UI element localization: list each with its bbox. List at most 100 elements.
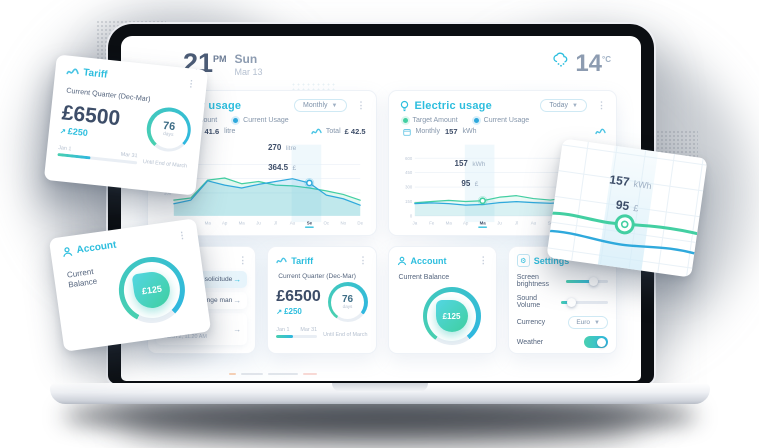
svg-text:150: 150 xyxy=(405,199,413,204)
detail-lines xyxy=(546,211,703,256)
svg-text:Jl: Jl xyxy=(514,221,517,226)
svg-text:200: 200 xyxy=(164,191,172,196)
volume-label: Sound Volume xyxy=(516,295,541,309)
range-end: Mar 31 xyxy=(120,151,138,160)
tariff-icon xyxy=(66,65,80,77)
tariff-icon xyxy=(276,256,287,265)
brightness-slider[interactable] xyxy=(566,276,608,286)
bottom-cards: ⋮ se solicitude → change man → Indu xyxy=(147,246,617,354)
balance-value: £125 xyxy=(442,311,461,321)
current-dot xyxy=(233,118,239,123)
account-card: Account ⋮ Current Balance £125 xyxy=(387,246,497,354)
list-item-label: se solicitude xyxy=(196,276,233,283)
floating-days-ring: 76 days xyxy=(144,105,193,154)
floating-tariff-range: Jan 1 Mar 31 xyxy=(57,145,138,165)
floating-account-title: Account xyxy=(75,239,118,257)
svg-text:450: 450 xyxy=(405,170,413,175)
tariff-amount: £6500 xyxy=(276,287,321,305)
svg-text:No: No xyxy=(340,221,346,226)
water-total: Total £ 42.5 xyxy=(311,127,366,136)
brightness-label: Screen brightness xyxy=(516,274,550,288)
laptop-base xyxy=(50,383,710,404)
temperature-unit: °C xyxy=(602,55,611,64)
volume-slider[interactable] xyxy=(561,297,608,307)
svg-text:600: 600 xyxy=(405,156,413,161)
electric-total xyxy=(595,127,606,136)
floating-tariff-header: Tariff ⋮ xyxy=(66,65,197,92)
chevron-down-icon: ▼ xyxy=(572,102,578,109)
dashboard-header: 21PM Sun Mar 13 14°C xyxy=(147,46,617,90)
tariff-footnote: Until End of March xyxy=(323,332,368,338)
legend-target[interactable]: Target Amount xyxy=(402,117,458,124)
svg-text:Ju: Ju xyxy=(497,221,502,226)
water-usage-chart[interactable]: 200300400JaFeMaApMaJuJlAuSeOcNoDe xyxy=(158,138,366,234)
floating-account-menu-button[interactable]: ⋮ xyxy=(176,229,188,241)
person-icon xyxy=(61,246,73,258)
list-item-label: change man xyxy=(196,297,233,304)
electric-legend: Target Amount Current Usage xyxy=(402,117,607,124)
floating-chart-detail-card: 157 kWh 95 £ xyxy=(546,138,708,278)
currency-row: Currency Euro ▼ xyxy=(517,316,608,329)
chevron-down-icon: ▼ xyxy=(331,102,338,109)
days-unit: days xyxy=(162,130,174,139)
balance-label: Current Balance xyxy=(398,274,450,281)
svg-text:Ma: Ma xyxy=(205,221,212,226)
tariff-footer: Jan 1 Mar 31 Until End of March xyxy=(276,327,368,338)
list-item-timestamp: March 2, 11.20 AM xyxy=(162,334,207,341)
svg-text:Ja: Ja xyxy=(412,221,417,226)
currency-dropdown[interactable]: Euro ▼ xyxy=(568,316,608,329)
person-icon xyxy=(397,256,407,266)
floating-tariff-menu-button[interactable]: ⋮ xyxy=(186,78,197,90)
svg-text:Oc: Oc xyxy=(324,221,330,226)
floating-balance-gauge: £125 xyxy=(114,252,190,328)
tariff-header: Tariff ⋮ xyxy=(276,254,368,267)
list-item[interactable]: change man → xyxy=(156,292,247,309)
days-unit: days xyxy=(342,303,353,309)
legend-current[interactable]: Current Usage xyxy=(233,117,289,124)
floating-tariff-title: Tariff xyxy=(82,67,108,81)
laptop-shadow xyxy=(62,398,698,434)
days-ring: 76 days xyxy=(327,282,368,322)
notifications-menu-button[interactable]: ⋮ xyxy=(238,255,248,265)
brightness-row: Screen brightness xyxy=(517,274,608,288)
electric-panel-header: Electric usage Today ▼ ⋮ xyxy=(399,99,606,112)
tariff-delta: £250 xyxy=(276,307,327,316)
day-date: Sun Mar 13 xyxy=(235,50,263,77)
svg-text:Ma: Ma xyxy=(239,221,246,226)
water-chart-area: 200300400JaFeMaApMaJuJlAuSeOcNoDe 270 li… xyxy=(158,138,366,234)
calendar-icon xyxy=(402,128,411,136)
water-period-dropdown[interactable]: Monthly ▼ xyxy=(294,99,347,112)
weather-toggle-label: Weather xyxy=(516,338,544,346)
electric-period-dropdown[interactable]: Today ▼ xyxy=(540,99,587,112)
floating-account-header: Account ⋮ xyxy=(61,229,188,259)
svg-text:Jl: Jl xyxy=(274,221,277,226)
electric-menu-button[interactable]: ⋮ xyxy=(597,100,606,110)
gear-icon: ⚙ xyxy=(516,254,530,267)
account-menu-button[interactable]: ⋮ xyxy=(478,255,488,265)
legend-current[interactable]: Current Usage xyxy=(473,117,529,124)
settings-title: Settings xyxy=(533,255,570,266)
floating-account-card: Account ⋮ Current Balance £125 xyxy=(48,218,212,352)
currency-label: Currency xyxy=(516,319,546,326)
account-title: Account xyxy=(410,255,447,266)
weather-toggle[interactable] xyxy=(584,336,608,348)
slider-knob[interactable] xyxy=(589,276,599,286)
chevron-down-icon: ▼ xyxy=(594,319,600,326)
tariff-range: Jan 1 Mar 31 xyxy=(276,327,318,338)
water-menu-button[interactable]: ⋮ xyxy=(356,100,366,110)
wave-icon xyxy=(595,127,606,136)
temperature: 14°C xyxy=(575,50,611,77)
account-header: Account ⋮ xyxy=(397,254,488,267)
floating-tariff-card: Tariff ⋮ Current Quarter (Dec-Mar) £6500… xyxy=(43,54,209,196)
tariff-menu-button[interactable]: ⋮ xyxy=(358,255,368,265)
svg-text:Se: Se xyxy=(307,221,313,226)
svg-text:Ju: Ju xyxy=(256,221,261,226)
notifications-header: ⋮ xyxy=(156,254,247,267)
slider-knob[interactable] xyxy=(566,297,576,307)
date-label: Mar 13 xyxy=(234,66,263,77)
balance-gauge: £125 xyxy=(422,287,481,345)
svg-text:Ap: Ap xyxy=(222,221,228,226)
svg-text:De: De xyxy=(357,221,363,226)
